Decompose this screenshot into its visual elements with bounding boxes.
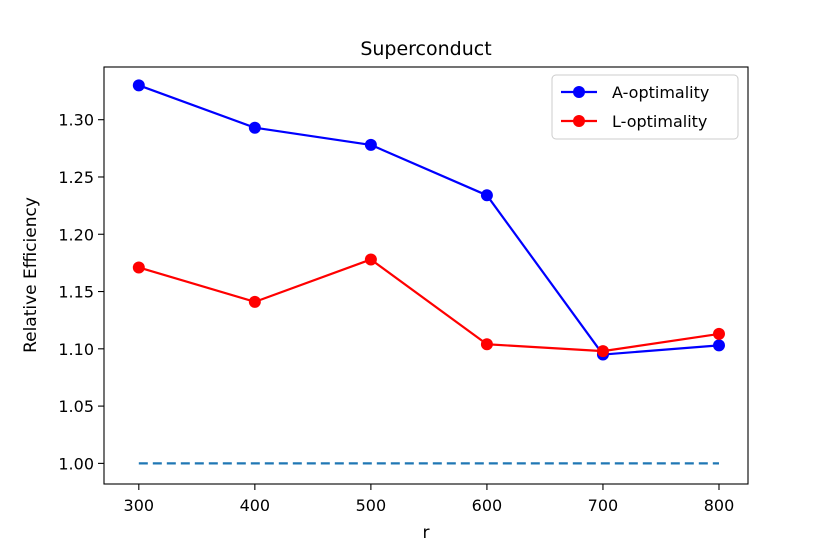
data-point-l-optimality-400 [248, 295, 261, 308]
data-point-a-optimality-600 [480, 189, 493, 202]
series-line-a-optimality [138, 84, 720, 356]
y-tick-label: 1.20 [58, 225, 94, 244]
y-axis-label: Relative Efficiency [21, 197, 41, 353]
data-point-a-optimality-300 [132, 79, 145, 92]
chart-title: Superconduct [360, 38, 491, 60]
x-tick-label: 800 [704, 496, 735, 515]
legend: A-optimality L-optimality [551, 74, 739, 140]
data-point-l-optimality-600 [480, 338, 493, 351]
legend-label-l-optimality: L-optimality [612, 112, 707, 131]
data-point-l-optimality-300 [132, 261, 145, 274]
y-tick-label: 1.15 [58, 283, 94, 302]
x-tick-label: 700 [588, 496, 619, 515]
y-tick-label: 1.25 [58, 168, 94, 187]
x-tick-label: 300 [124, 496, 155, 515]
y-tick-label: 1.05 [58, 397, 94, 416]
legend-marker-l-optimality [573, 115, 585, 127]
data-point-l-optimality-800 [712, 327, 725, 340]
data-point-a-optimality-800 [712, 339, 725, 352]
data-point-a-optimality-400 [248, 121, 261, 134]
legend-label-a-optimality: A-optimality [612, 83, 709, 102]
y-tick-label: 1.00 [58, 454, 94, 473]
x-axis-label: r [423, 523, 430, 543]
data-point-a-optimality-500 [364, 138, 377, 151]
series-line-l-optimality [138, 258, 720, 353]
y-tick-label: 1.30 [58, 111, 94, 130]
plot-frame [103, 66, 749, 485]
y-tick-label: 1.10 [58, 340, 94, 359]
legend-box [551, 74, 739, 140]
data-point-l-optimality-700 [596, 345, 609, 358]
x-tick-label: 400 [240, 496, 271, 515]
x-tick-label: 500 [356, 496, 387, 515]
legend-marker-a-optimality [573, 86, 585, 98]
data-point-l-optimality-500 [364, 253, 377, 266]
x-tick-label: 600 [472, 496, 503, 515]
plot-area: 300 400 500 600 700 800 1.00 1.05 1.10 1.15 1.20 1.… [58, 66, 749, 515]
